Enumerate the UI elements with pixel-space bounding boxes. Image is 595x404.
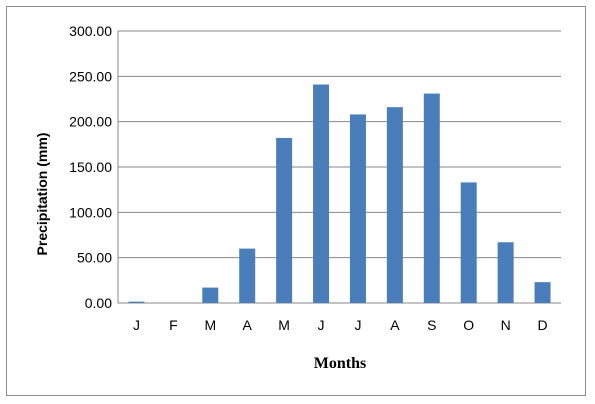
x-tick-label: A xyxy=(390,317,400,333)
x-tick-label: J xyxy=(133,317,140,333)
x-tick-label: S xyxy=(427,317,436,333)
bar-10 xyxy=(497,242,514,303)
bar-2 xyxy=(202,287,219,303)
bar-11 xyxy=(534,282,551,303)
x-tick-label: M xyxy=(278,317,290,333)
y-tick-label: 300.00 xyxy=(69,23,112,39)
bar-6 xyxy=(349,114,366,303)
x-tick-label: O xyxy=(463,317,474,333)
y-tick-label: 250.00 xyxy=(69,68,112,84)
bar-5 xyxy=(313,84,330,303)
y-tick-label: 200.00 xyxy=(69,114,112,130)
bar-3 xyxy=(239,248,256,303)
x-tick-label: J xyxy=(354,317,361,333)
y-tick-label: 0.00 xyxy=(85,295,112,311)
y-tick-label: 150.00 xyxy=(69,159,112,175)
x-tick-label: D xyxy=(537,317,547,333)
bar-0 xyxy=(128,301,145,303)
bars xyxy=(128,84,551,303)
y-tick-labels: 0.00 50.00 100.00 150.00 200.00 250.00 300.00 xyxy=(69,23,112,311)
x-tick-label: N xyxy=(501,317,511,333)
bar-7 xyxy=(386,107,403,303)
y-tick-label: 50.00 xyxy=(77,250,112,266)
y-tick-label: 100.00 xyxy=(69,204,112,220)
x-tick-label: M xyxy=(204,317,216,333)
x-axis-label: Months xyxy=(314,355,366,372)
x-tick-label: J xyxy=(318,317,325,333)
bar-4 xyxy=(276,137,293,303)
gridlines xyxy=(117,30,561,304)
bar-9 xyxy=(460,182,477,303)
y-axis-label: Precipitation (mm) xyxy=(34,133,50,256)
x-tick-label: F xyxy=(169,317,178,333)
bar-8 xyxy=(423,93,440,303)
x-tick-label: A xyxy=(243,317,253,333)
chart-frame xyxy=(6,6,586,396)
